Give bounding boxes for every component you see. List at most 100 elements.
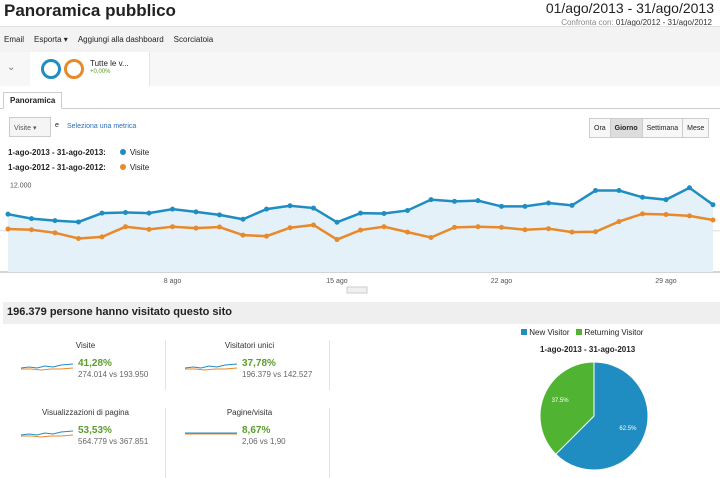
data-point <box>687 213 692 219</box>
data-point <box>522 227 528 233</box>
select-metric-link[interactable]: Seleziona una metrica <box>67 123 137 130</box>
legend-swatch-icon <box>576 329 583 335</box>
pie-slice-label: 37.5% <box>552 398 570 404</box>
divider <box>329 340 330 390</box>
data-point <box>217 224 222 230</box>
data-point <box>99 234 105 240</box>
compare-range: Confronta con: 01/ago/2012 - 31/ago/2012 <box>561 18 712 27</box>
metric-card-visits: Visite 41,28% 274.014 vs 193.950 <box>8 333 163 393</box>
data-point <box>123 209 128 215</box>
pie-legend: New Visitor Returning Visitor <box>521 328 643 337</box>
card-pct: 8,67% <box>242 425 271 436</box>
data-point <box>123 224 128 230</box>
summary-title: 196.379 persone hanno visitato questo si… <box>3 302 720 324</box>
data-point <box>240 216 246 222</box>
card-compare: 564.779 vs 367.851 <box>78 437 149 446</box>
data-point <box>99 210 105 216</box>
card-label: Visualizzazioni di pagina <box>41 408 130 417</box>
pie-slice <box>555 361 649 471</box>
toolbar: Email Esporta ▾ Aggiungi alla dashboard … <box>0 26 720 52</box>
sparkline <box>21 363 73 371</box>
card-pct: 37,78% <box>242 358 276 369</box>
sparkline <box>185 432 237 435</box>
sparkline <box>185 363 237 371</box>
legend-metric: Visite <box>129 163 150 172</box>
data-point <box>52 230 58 236</box>
data-point <box>428 197 434 203</box>
data-point <box>358 227 363 233</box>
data-point <box>311 205 316 211</box>
data-point <box>217 212 222 218</box>
y-tick-label: 12.000 <box>10 183 32 190</box>
tab-overview[interactable]: Panoramica <box>3 92 63 109</box>
card-pct: 53,53% <box>78 425 112 436</box>
data-point <box>170 206 175 212</box>
export-button[interactable]: Esporta ▾ <box>34 35 68 44</box>
data-point <box>287 225 293 231</box>
data-point <box>499 203 504 209</box>
data-point <box>663 197 669 203</box>
data-point <box>593 229 598 235</box>
data-point <box>193 225 199 231</box>
granularity-day[interactable]: Giorno <box>609 118 643 138</box>
data-point <box>170 224 175 230</box>
legend-dot-icon <box>119 164 126 170</box>
data-point <box>5 226 11 232</box>
segment-name: Tutte le v... <box>90 59 129 68</box>
data-point <box>240 232 246 238</box>
granularity-week[interactable]: Settimana <box>641 118 684 138</box>
data-point <box>640 211 645 217</box>
data-point <box>311 222 316 228</box>
legend-2013: 1-ago-2013 - 31-ago-2013: Visite <box>8 148 149 157</box>
x-tick-label: 22 ago <box>491 278 513 285</box>
pie-legend-new: New Visitor <box>529 328 570 337</box>
pie-chart: 62.5% 37.5% <box>539 361 649 471</box>
divider <box>165 408 166 478</box>
metric-card-pageviews: Visualizzazioni di pagina 53,53% 564.779 v… <box>8 400 163 460</box>
data-point <box>405 207 410 213</box>
legend-range: 1-ago-2012 - 31-ago-2012: <box>8 163 106 172</box>
pie-title: 1-ago-2013 - 31-ago-2013 <box>540 345 636 354</box>
email-button[interactable]: Email <box>4 35 25 44</box>
data-point <box>546 226 551 232</box>
granularity-hour[interactable]: Ora <box>589 118 611 138</box>
data-point <box>52 218 58 224</box>
granularity-month[interactable]: Mese <box>682 118 710 138</box>
metric-select[interactable]: Visite ▾ <box>9 117 51 137</box>
data-point <box>334 237 340 243</box>
data-point <box>146 226 152 232</box>
data-point <box>76 219 81 225</box>
data-point <box>710 202 716 208</box>
shortcut-button[interactable]: Scorciatoia <box>173 35 214 44</box>
segment-change: +0,00% <box>90 69 111 75</box>
card-label: Pagine/visita <box>226 408 273 417</box>
compare-dates: 01/ago/2012 - 31/ago/2012 <box>615 18 712 27</box>
legend-metric: Visite <box>129 148 150 157</box>
sparkline <box>21 430 73 438</box>
metric-card-unique-visitors: Visitatori unici 37,78% 196.379 vs 142.527 <box>172 333 327 393</box>
data-point <box>193 209 199 215</box>
data-point <box>616 188 622 194</box>
segment-card[interactable]: Tutte le v... +0,00% <box>30 52 150 86</box>
pie-legend-returning: Returning Visitor <box>584 328 644 337</box>
date-range-picker[interactable]: 01/ago/2013 - 31/ago/2013 <box>545 0 714 16</box>
data-point <box>334 219 340 225</box>
divider <box>165 340 166 390</box>
card-compare: 2,06 vs 1,90 <box>242 437 286 446</box>
data-point <box>381 210 387 216</box>
chevron-down-icon[interactable]: ⌄ <box>7 62 16 73</box>
divider <box>329 408 330 478</box>
data-point <box>522 203 528 209</box>
and-label: e <box>55 122 59 129</box>
legend-swatch-icon <box>521 329 527 335</box>
data-point <box>287 203 293 209</box>
data-point <box>640 194 645 200</box>
data-point <box>5 211 11 217</box>
x-tick-label: 29 ago <box>655 278 677 285</box>
add-dashboard-button[interactable]: Aggiungi alla dashboard <box>77 35 164 44</box>
data-point <box>475 224 481 230</box>
card-label: Visite <box>75 341 96 350</box>
data-point <box>452 224 457 230</box>
data-point <box>264 206 269 212</box>
data-point <box>499 224 504 230</box>
